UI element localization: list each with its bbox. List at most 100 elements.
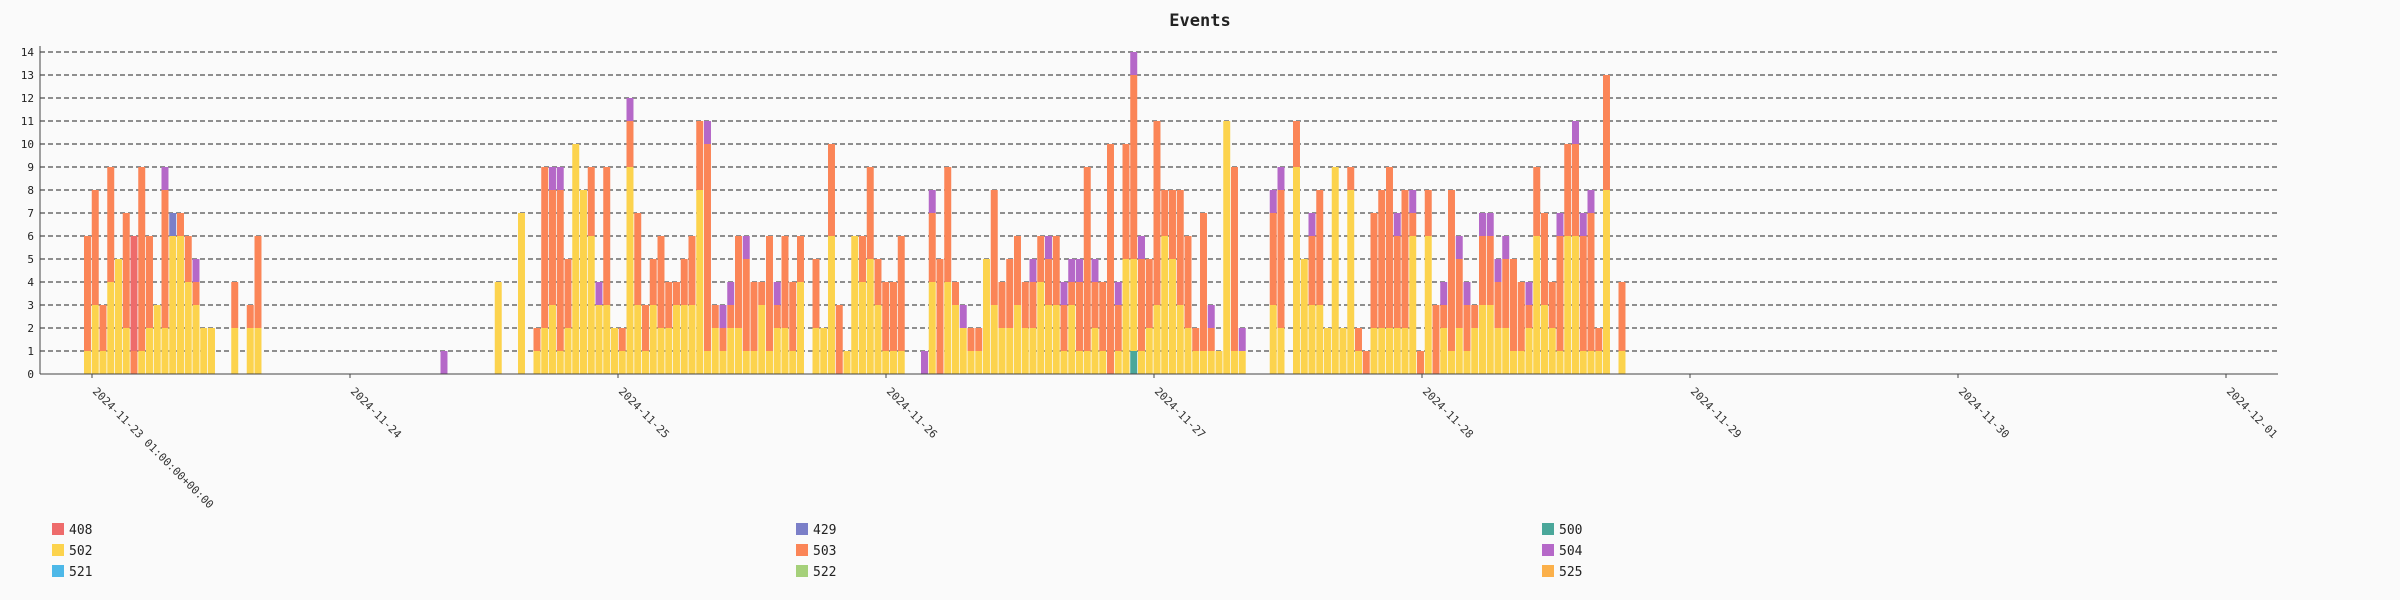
bar-segment-503: [1037, 236, 1045, 282]
bar-segment-503: [1269, 213, 1277, 305]
bar-segment-503: [975, 328, 983, 351]
bar-segment-502: [115, 259, 122, 374]
legend-label: 525: [1559, 565, 1582, 580]
bar-segment-503: [789, 282, 797, 351]
legend-item-522[interactable]: 522: [796, 565, 836, 580]
bar-segment-502: [254, 328, 262, 374]
bar-segment-503: [541, 167, 549, 328]
bar-segment-503: [859, 236, 866, 282]
bar-segment-503: [1486, 236, 1494, 305]
bar-segment-503: [1083, 167, 1091, 351]
bar-segment-503: [1200, 213, 1207, 351]
bar-segment-503: [758, 282, 766, 305]
bar-segment-502: [1269, 305, 1277, 374]
bar-segment-502: [122, 328, 130, 374]
bar-segment-500: [1130, 351, 1138, 374]
bar-segment-503: [680, 259, 688, 305]
bar-segment-503: [649, 259, 657, 305]
bar-segment-503: [1579, 236, 1587, 351]
bar-segment-503: [781, 236, 789, 328]
bar-segment-503: [890, 282, 897, 351]
legend-item-521[interactable]: 521: [52, 565, 92, 580]
bar-segment-503: [626, 121, 634, 167]
bar-segment-502: [564, 328, 572, 374]
bar-segment-502: [200, 328, 208, 374]
bar-segment-502: [781, 328, 789, 374]
bar-segment-502: [990, 305, 998, 374]
bar-segment-503: [1068, 282, 1076, 305]
bar-segment-503: [897, 236, 905, 351]
bar-segment-502: [1603, 190, 1610, 374]
bar-segment-502: [231, 328, 239, 374]
bar-segment-503: [1595, 328, 1603, 351]
legend-item-408[interactable]: 408: [52, 523, 92, 538]
legend-item-500[interactable]: 500: [1542, 523, 1582, 538]
legend-item-503[interactable]: 503: [796, 544, 836, 559]
bar-segment-502: [1572, 236, 1579, 374]
legend-item-502[interactable]: 502: [52, 544, 92, 559]
legend-swatch: [52, 523, 64, 535]
bar-segment-504: [742, 236, 750, 259]
bar-segment-503: [688, 236, 696, 305]
bar-segment-503: [874, 259, 882, 305]
bar-segment-504: [727, 282, 735, 305]
bar-segment-504: [921, 351, 928, 374]
bar-segment-502: [642, 351, 649, 374]
bar-segment-503: [1448, 190, 1455, 351]
bar-segment-502: [1564, 236, 1572, 374]
bar-segment-503: [1409, 213, 1417, 236]
bar-segment-503: [1541, 213, 1548, 305]
legend-swatch: [52, 565, 64, 577]
bar-segment-503: [1107, 144, 1114, 374]
bar-segment-502: [1618, 351, 1626, 374]
bar-segment-502: [572, 144, 580, 374]
legend-item-429[interactable]: 429: [796, 523, 836, 538]
bar-segment-502: [789, 351, 797, 374]
bar-segment-503: [1479, 236, 1486, 305]
axes: [39, 46, 2278, 375]
bar-segment-504: [1486, 213, 1494, 236]
legend-label: 408: [69, 523, 92, 538]
bar-segment-503: [1603, 75, 1610, 190]
bar-segment-502: [1393, 328, 1401, 374]
legend-item-504[interactable]: 504: [1542, 544, 1583, 559]
bar-segment-502: [603, 305, 611, 374]
bar-segment-503: [1045, 259, 1052, 305]
bar-segment-504: [1068, 259, 1076, 282]
bar-segment-503: [1556, 236, 1564, 351]
bar-segment-502: [773, 328, 781, 374]
bar-segment-503: [673, 282, 680, 305]
bar-segment-502: [138, 351, 146, 374]
bar-segment-502: [882, 351, 890, 374]
bar-segment-502: [1006, 328, 1014, 374]
bar-segment-502: [820, 328, 828, 374]
bar-segment-502: [1083, 351, 1091, 374]
bar-segment-502: [1238, 351, 1246, 374]
bar-segment-503: [1145, 259, 1153, 328]
bar-segment-502: [1448, 351, 1455, 374]
bar-segment-503: [564, 259, 572, 328]
x-tick-label: 2024-11-25: [616, 385, 672, 441]
bar-segment-503: [1231, 167, 1238, 351]
bar-segment-503: [1362, 351, 1370, 374]
bar-segment-503: [1417, 351, 1424, 374]
legend-item-525[interactable]: 525: [1542, 565, 1582, 580]
bar-segment-502: [91, 305, 99, 374]
bar-segment-504: [161, 167, 169, 190]
bar-segment-503: [1510, 259, 1517, 351]
bar-segment-502: [828, 236, 835, 374]
bar-segment-504: [1455, 236, 1463, 259]
x-tick-label: 2024-11-28: [1420, 385, 1476, 441]
bar-segment-502: [153, 305, 161, 374]
bar-segment-502: [1169, 259, 1176, 374]
bar-segment-503: [944, 167, 952, 282]
bar-segment-504: [1440, 282, 1448, 305]
bar-segment-504: [959, 305, 967, 328]
chart-title: Events: [1169, 11, 1230, 31]
bar-segment-504: [1479, 213, 1486, 236]
bar-segment-504: [1494, 259, 1502, 282]
bar-segment-504: [704, 121, 711, 144]
bar-segment-504: [626, 98, 634, 121]
bar-segment-502: [1130, 259, 1138, 351]
